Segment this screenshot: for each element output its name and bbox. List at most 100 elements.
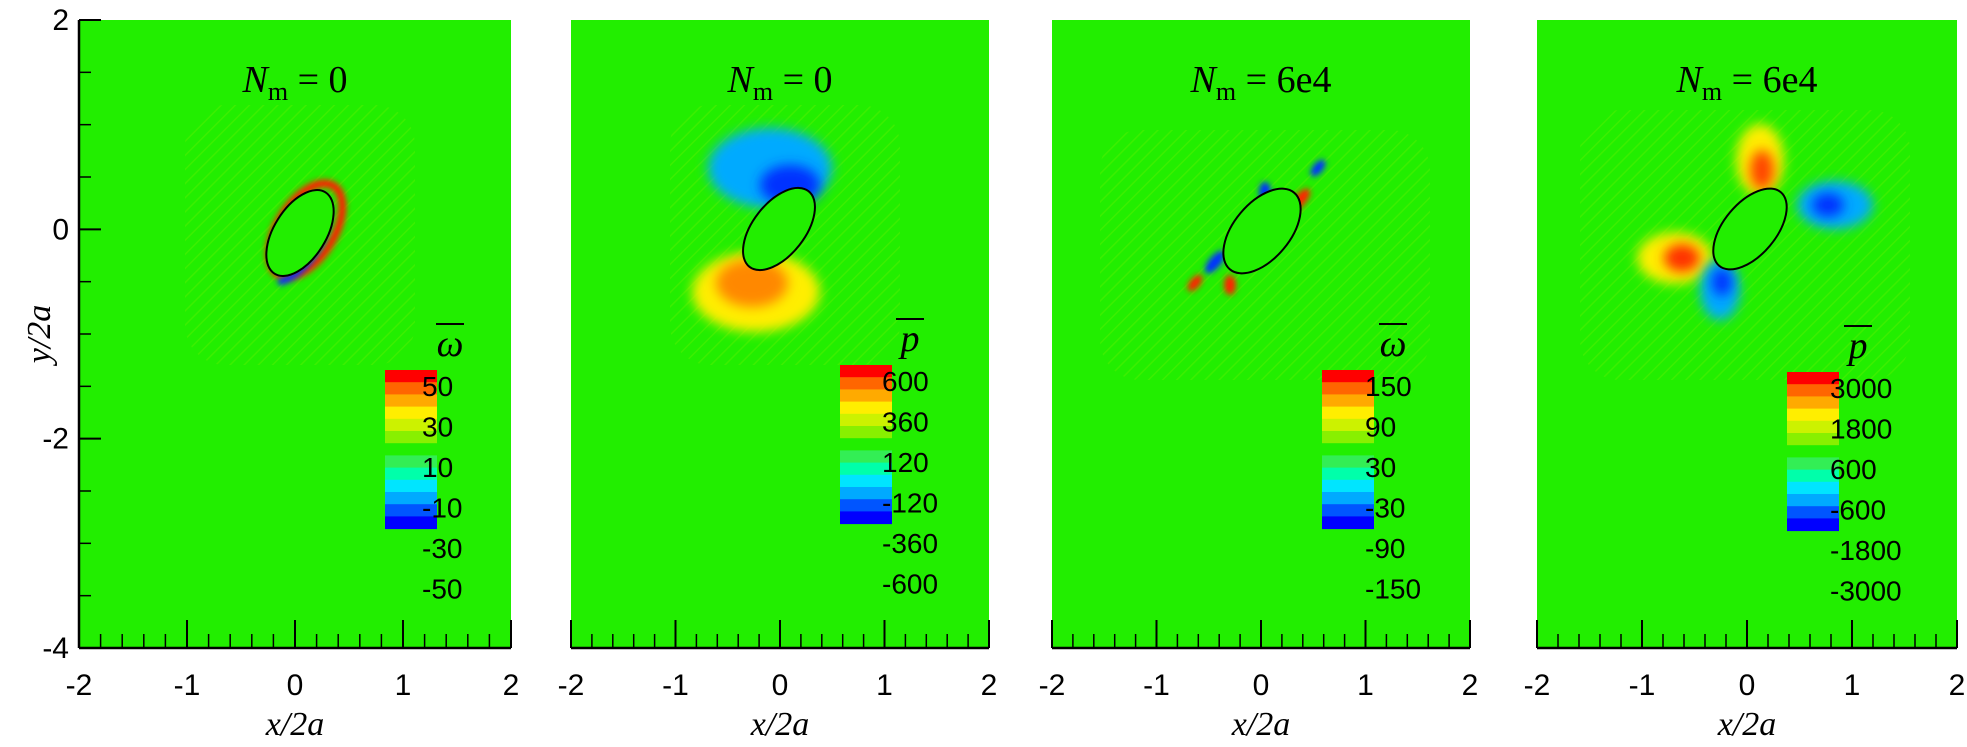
colorbar-swatch bbox=[1787, 469, 1839, 483]
colorbar-label: -90 bbox=[1365, 533, 1405, 564]
colorbar: p 600 360 120 -120 -360 -600 bbox=[840, 318, 938, 600]
colorbar-label: -30 bbox=[1365, 493, 1405, 524]
x-tick-label: -2 bbox=[1524, 669, 1551, 702]
axes-panel-4: -2 -1 0 1 2 x/2a Nm = 6e4 bbox=[1524, 59, 1966, 743]
colorbar-swatch bbox=[1787, 481, 1839, 495]
colorbar-swatch bbox=[840, 426, 892, 439]
colorbar-symbol: p bbox=[1846, 325, 1868, 367]
colorbar-label: 1800 bbox=[1830, 414, 1892, 445]
colorbar-swatch bbox=[1787, 433, 1839, 446]
colorbar-swatch bbox=[1322, 479, 1374, 493]
x-tick-label: 1 bbox=[395, 669, 412, 702]
ellipse-body bbox=[742, 186, 816, 272]
y-tick-label: -2 bbox=[42, 423, 69, 456]
x-axis-label: x/2a bbox=[1231, 706, 1291, 743]
colorbar-swatch bbox=[1787, 445, 1839, 458]
colorbar-swatch bbox=[1787, 506, 1839, 519]
panel-title: Nm = 6e4 bbox=[1190, 59, 1332, 106]
y-axis-label: y/2a bbox=[21, 305, 58, 367]
colorbar-label: 30 bbox=[422, 412, 453, 443]
colorbar-swatch bbox=[385, 492, 437, 505]
x-tick-label: -2 bbox=[66, 669, 93, 702]
colorbar-label: 120 bbox=[882, 447, 929, 478]
colorbar: ω 50 30 10 -10 -30 -50 bbox=[385, 323, 464, 605]
colorbar-swatch bbox=[1322, 467, 1374, 481]
x-tick-label: 2 bbox=[1949, 669, 1966, 702]
colorbar-label: -1800 bbox=[1830, 535, 1902, 566]
colorbar-swatch bbox=[1787, 396, 1839, 410]
colorbar-label: -3000 bbox=[1830, 576, 1902, 607]
colorbar-swatch bbox=[1322, 516, 1374, 530]
x-tick-label: -2 bbox=[1039, 669, 1066, 702]
x-tick-label: 2 bbox=[981, 669, 998, 702]
x-axis-label: x/2a bbox=[750, 706, 810, 743]
ellipse-body bbox=[1712, 187, 1788, 271]
colorbar-swatch bbox=[1322, 370, 1374, 383]
colorbar-swatch bbox=[840, 389, 892, 403]
x-tick-label: -1 bbox=[662, 669, 689, 702]
colorbar-swatch bbox=[840, 413, 892, 427]
ellipse-body bbox=[1222, 187, 1302, 275]
x-tick-label: 2 bbox=[1462, 669, 1479, 702]
colorbar-label: -360 bbox=[882, 528, 938, 559]
colorbar-swatch bbox=[385, 455, 437, 469]
colorbar-label: -120 bbox=[882, 488, 938, 519]
colorbar-swatch bbox=[385, 370, 437, 383]
x-tick-label: -1 bbox=[174, 669, 201, 702]
y-tick-label: 2 bbox=[52, 4, 69, 37]
colorbar-swatch bbox=[385, 516, 437, 530]
colorbar-label: 600 bbox=[1830, 454, 1877, 485]
colorbar-swatch bbox=[385, 431, 437, 444]
flow-features bbox=[1580, 110, 1910, 380]
colorbar-symbol: ω bbox=[1380, 323, 1407, 365]
colorbar-swatch bbox=[840, 365, 892, 378]
colorbar-label: -10 bbox=[422, 493, 462, 524]
colorbar-swatch bbox=[1787, 420, 1839, 434]
colorbar-swatch bbox=[1322, 431, 1374, 444]
colorbar-swatch bbox=[385, 443, 437, 456]
colorbar-swatch bbox=[1322, 492, 1374, 505]
x-tick-label: -1 bbox=[1629, 669, 1656, 702]
colorbar-label: 360 bbox=[882, 407, 929, 438]
colorbar-label: -50 bbox=[422, 574, 462, 605]
y-tick-label: 0 bbox=[52, 213, 69, 246]
colorbar-label: 150 bbox=[1365, 371, 1412, 402]
x-tick-label: 1 bbox=[876, 669, 893, 702]
x-tick-label: 2 bbox=[503, 669, 520, 702]
colorbar-label: 90 bbox=[1365, 412, 1396, 443]
x-tick-label: 1 bbox=[1844, 669, 1861, 702]
colorbar-swatch bbox=[840, 462, 892, 476]
axes-panel-2: -2 -1 0 1 2 x/2a Nm = 0 bbox=[558, 59, 998, 743]
x-axis-label: x/2a bbox=[265, 706, 325, 743]
colorbar-swatch bbox=[1787, 408, 1839, 422]
colorbar-swatch bbox=[385, 382, 437, 395]
colorbar-swatch bbox=[840, 499, 892, 512]
colorbar-label: 600 bbox=[882, 366, 929, 397]
colorbar-swatch bbox=[840, 474, 892, 488]
colorbar-swatch bbox=[385, 504, 437, 517]
colorbar-swatch bbox=[1322, 455, 1374, 469]
colorbar-swatch bbox=[1787, 457, 1839, 471]
panel-title: Nm = 0 bbox=[726, 59, 832, 106]
colorbar: ω 150 90 30 -30 -90 -150 bbox=[1322, 323, 1421, 605]
colorbar-swatch bbox=[1322, 394, 1374, 408]
colorbar-label: -150 bbox=[1365, 574, 1421, 605]
colorbar-label: 3000 bbox=[1830, 373, 1892, 404]
panel-title: Nm = 6e4 bbox=[1676, 59, 1818, 106]
axes-panel-3: -2 -1 0 1 2 x/2a Nm = 6e4 bbox=[1039, 59, 1479, 743]
panel-3: ω 150 90 30 -30 -90 -150 bbox=[1052, 20, 1470, 648]
colorbar-swatch bbox=[385, 467, 437, 481]
colorbar-swatch bbox=[385, 394, 437, 408]
colorbar-swatch bbox=[1787, 494, 1839, 507]
colorbar-swatch bbox=[840, 450, 892, 464]
x-tick-label: 1 bbox=[1357, 669, 1374, 702]
colorbar-swatch bbox=[385, 418, 437, 432]
colorbar-label: -30 bbox=[422, 533, 462, 564]
x-tick-label: 0 bbox=[772, 669, 789, 702]
colorbar-symbol: p bbox=[898, 318, 920, 360]
panel-1: ω 50 30 10 -10 -30 -50 bbox=[79, 20, 511, 648]
colorbar-label: 10 bbox=[422, 452, 453, 483]
